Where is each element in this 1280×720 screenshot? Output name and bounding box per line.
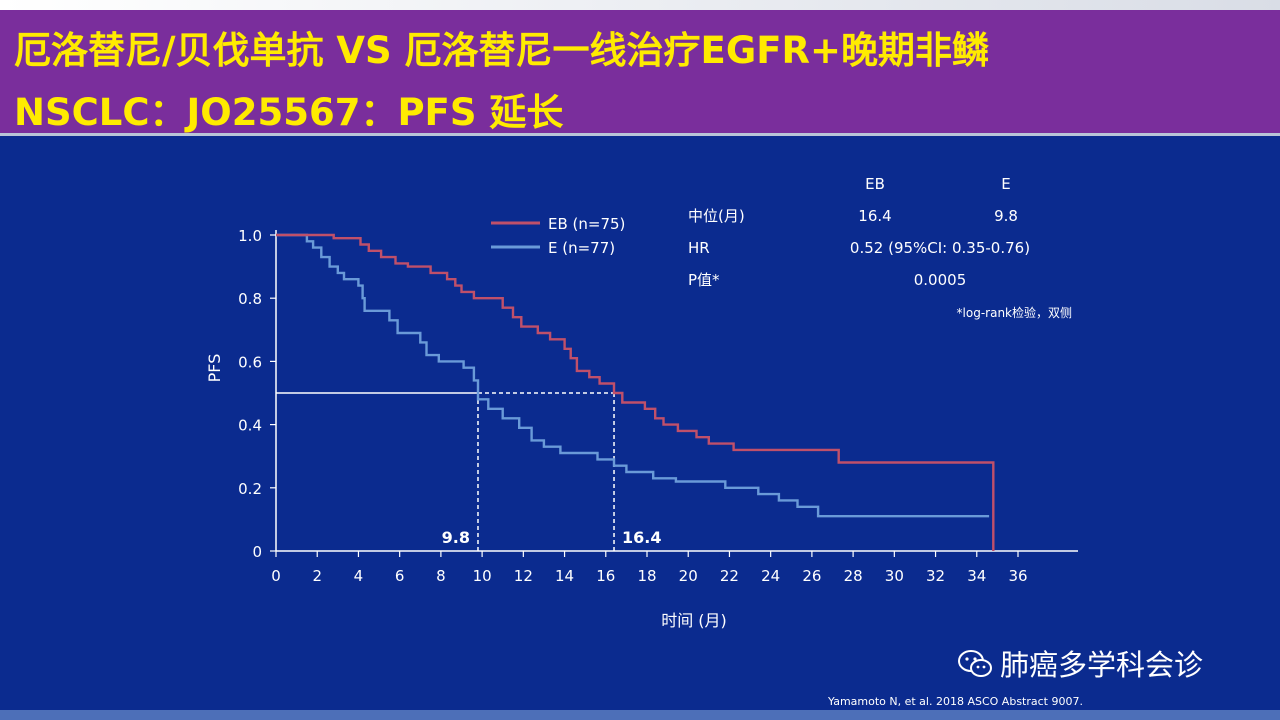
x-tick-label: 20 [679,567,698,585]
stats-table: EB E 中位(月) 16.4 9.8 HR 0.52 (95%CI: 0.35… [688,175,1072,320]
x-tick-label: 10 [473,567,492,585]
stats-row-hr-value: 0.52 (95%CI: 0.35-0.76) [850,239,1030,257]
axis-ticks: 0 2 4 6 8 10 12 14 16 18 20 22 24 26 28 30 32 34 3600.20.4… [238,227,1027,585]
x-tick-label: 4 [354,567,364,585]
slide-title-line-2: NSCLC：JO25567：PFS 延长 [14,91,564,134]
x-tick-label: 32 [926,567,945,585]
chart-legend: EB (n=75) E (n=77) [491,215,625,257]
watermark: 肺癌多学科会诊 [958,642,1203,685]
eb-curve [276,233,995,551]
slide-title-line-1: 厄洛替尼/贝伐单抗 VS 厄洛替尼一线治疗EGFR+晚期非鳞 [14,29,989,72]
y-tick-label: 0.2 [238,480,262,498]
x-tick-label: 36 [1008,567,1027,585]
y-axis-title: PFS [205,354,224,383]
x-tick-label: 22 [720,567,739,585]
survival-curves [276,233,995,551]
x-tick-label: 14 [555,567,574,585]
y-tick-label: 0 [252,543,262,561]
stats-header-eb: EB [865,175,885,193]
x-tick-label: 8 [436,567,446,585]
bottom-strip [0,710,1280,720]
stats-row-hr-label: HR [688,239,710,257]
x-tick-label: 18 [637,567,656,585]
x-tick-label: 16 [596,567,615,585]
y-tick-label: 0.8 [238,290,262,308]
median-label-e: 9.8 [442,528,470,547]
x-axis-title: 时间 (月) [661,611,727,630]
x-tick-label: 26 [802,567,821,585]
stats-footnote: *log-rank检验，双侧 [957,305,1072,320]
x-tick-label: 34 [967,567,986,585]
stats-row-p-value: 0.0005 [914,271,967,289]
x-tick-label: 0 [271,567,281,585]
stats-row-median-e: 9.8 [994,207,1018,225]
legend-eb-label: EB (n=75) [548,215,625,233]
stats-row-p-label: P值* [688,271,720,289]
stats-row-median-eb: 16.4 [858,207,891,225]
watermark-text: 肺癌多学科会诊 [1000,648,1204,682]
x-tick-label: 2 [312,567,322,585]
x-tick-label: 24 [761,567,780,585]
stats-header-e: E [1001,175,1010,193]
legend-e-label: E (n=77) [548,239,615,257]
y-tick-label: 0.6 [238,353,262,371]
title-bar: 厄洛替尼/贝伐单抗 VS 厄洛替尼一线治疗EGFR+晚期非鳞 NSCLC：JO2… [0,0,1280,136]
y-tick-label: 0.4 [238,417,262,435]
slide-body [0,136,1280,712]
y-tick-label: 1.0 [238,227,262,245]
stats-row-median-label: 中位(月) [688,207,745,225]
wechat-icon [958,649,992,685]
citation: Yamamoto N, et al. 2018 ASCO Abstract 90… [828,695,1083,708]
median-reference-lines [276,392,615,551]
e-curve [276,233,990,518]
x-tick-label: 6 [395,567,405,585]
chart-axes [275,230,1078,552]
x-tick-label: 12 [514,567,533,585]
x-tick-label: 30 [885,567,904,585]
title-top-strip [0,0,1280,10]
x-tick-label: 28 [844,567,863,585]
median-label-eb: 16.4 [622,528,661,547]
